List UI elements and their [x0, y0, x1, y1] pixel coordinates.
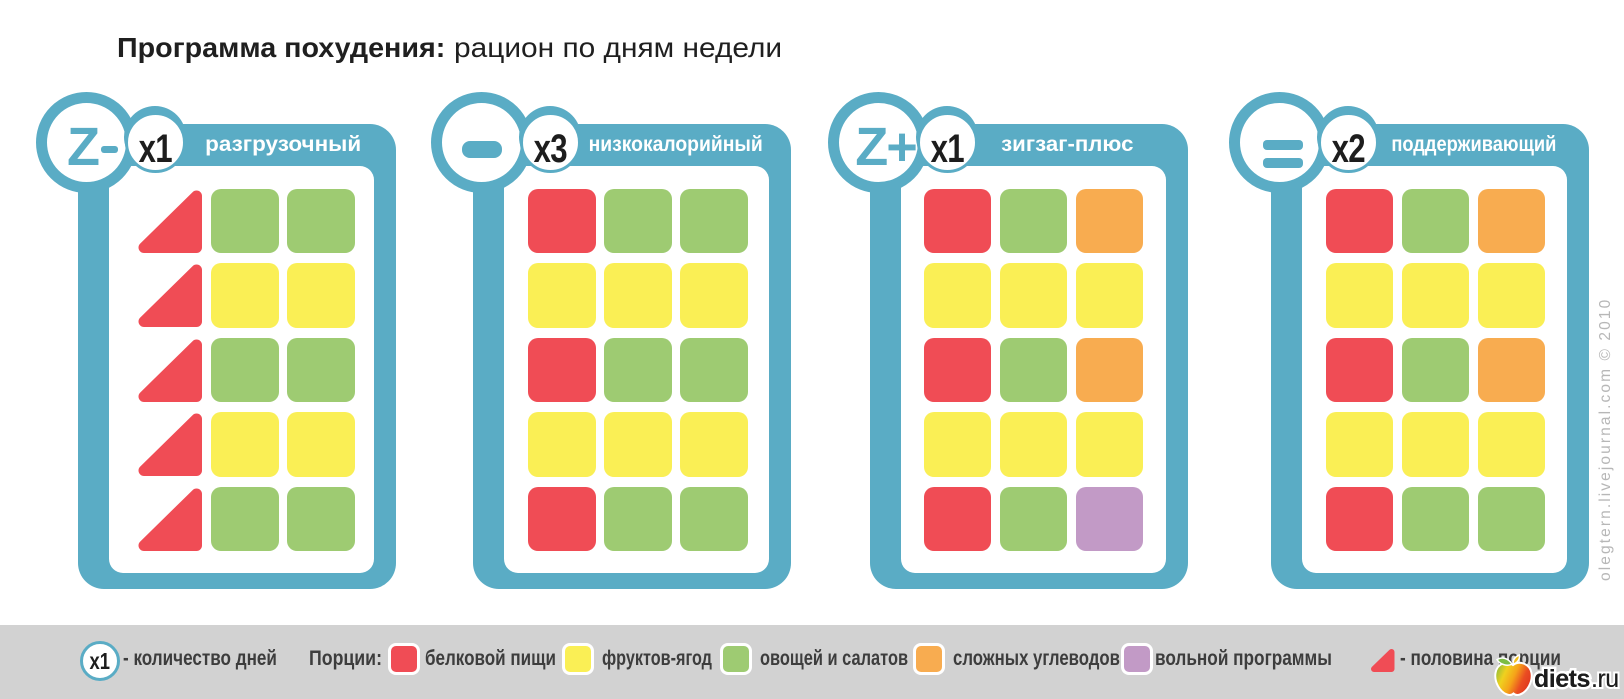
svg-text:diets: diets: [1534, 665, 1590, 693]
svg-text:diets: diets: [1534, 665, 1590, 693]
svg-text:.ru: .ru: [1591, 665, 1619, 693]
svg-text:.ru: .ru: [1591, 665, 1619, 693]
